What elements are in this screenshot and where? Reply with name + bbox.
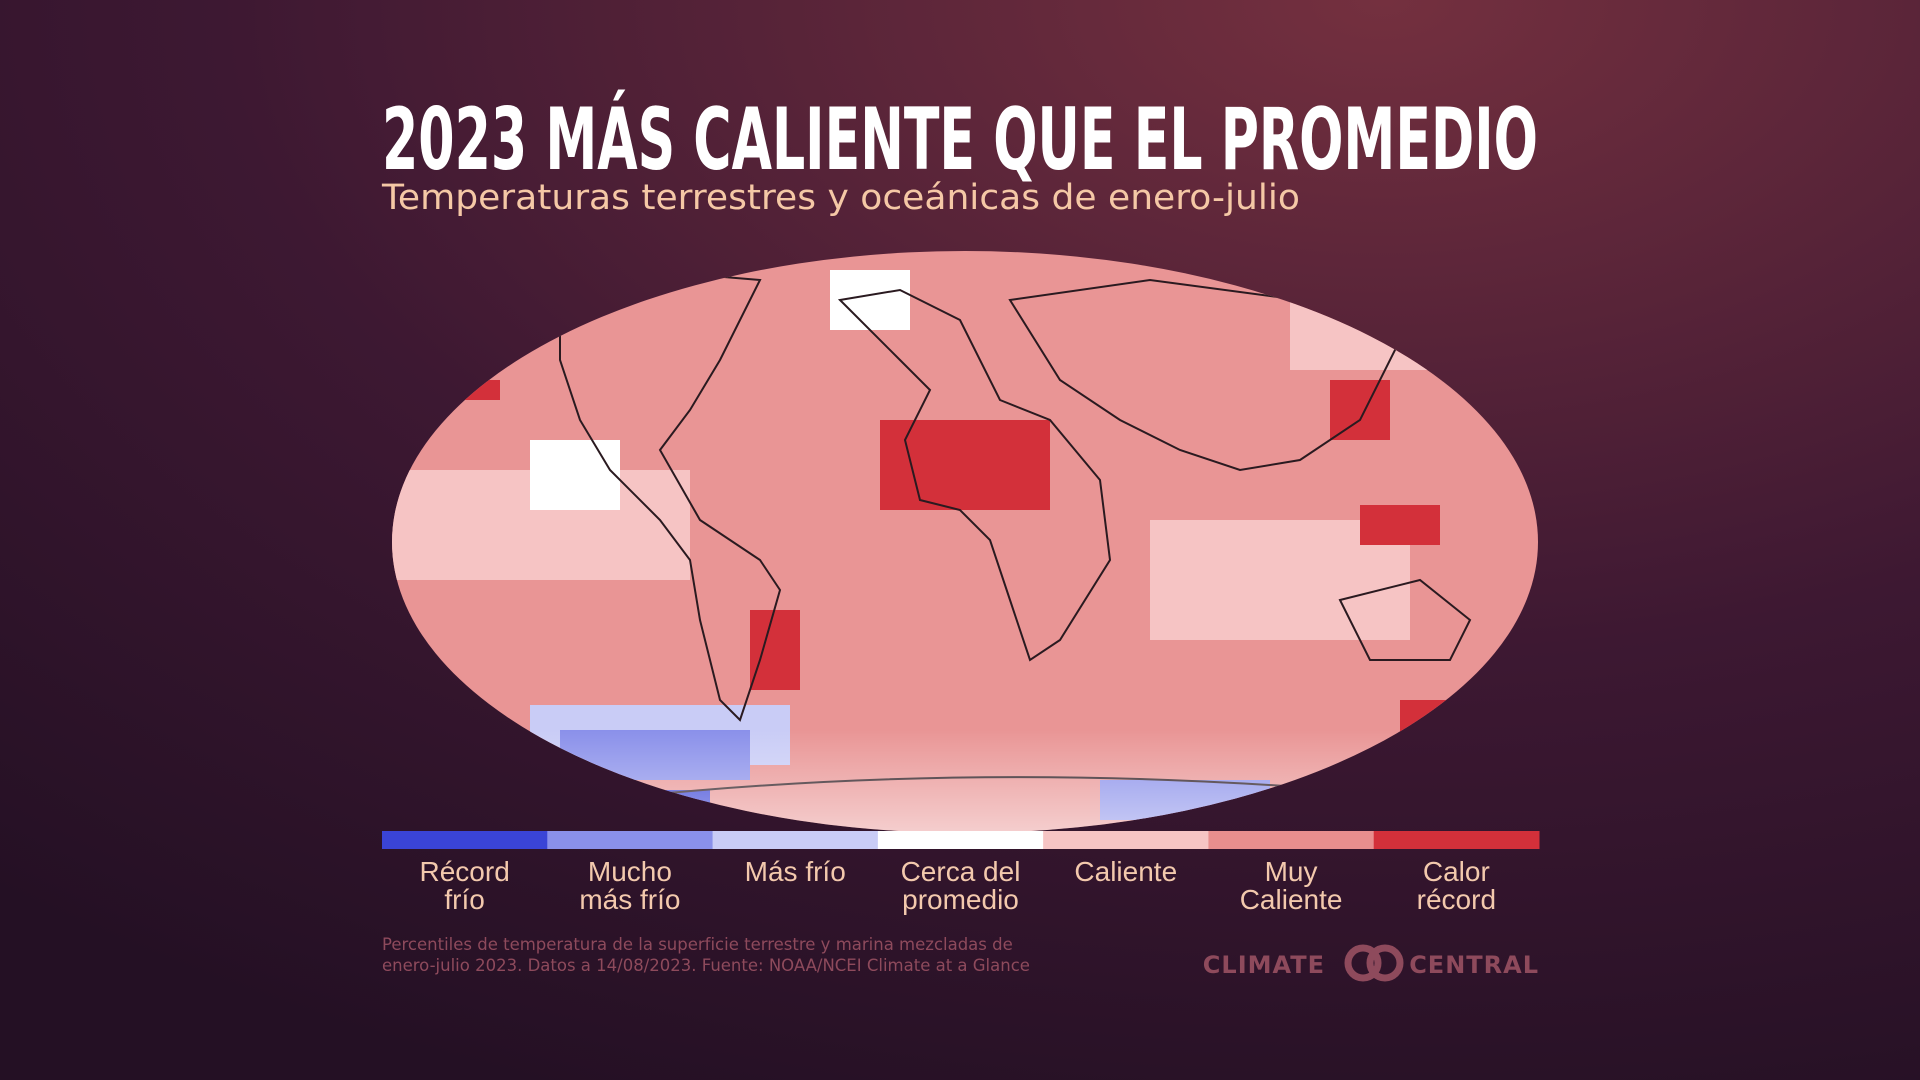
legend-label: frío xyxy=(444,884,484,915)
map xyxy=(392,251,1538,833)
title: 2023 MÁS CALIENTE QUE EL PROMEDIO xyxy=(382,90,1538,190)
legend-label: promedio xyxy=(902,884,1019,915)
legend-swatch xyxy=(712,831,879,849)
legend-swatch xyxy=(382,831,548,849)
legend-swatch xyxy=(1208,831,1375,849)
footnote: Percentiles de temperatura de la superfi… xyxy=(382,935,1013,954)
logo-mark xyxy=(1344,944,1382,982)
legend-label: Muy xyxy=(1265,856,1318,887)
legend-swatch xyxy=(547,831,714,849)
legend-label: récord xyxy=(1417,884,1496,915)
legend-label: Récord xyxy=(420,856,510,887)
legend-label: Calor xyxy=(1423,856,1490,887)
legend-label: Caliente xyxy=(1240,884,1343,915)
logo: CLIMATE CENTRAL xyxy=(1203,944,1539,982)
legend-label: Más frío xyxy=(745,856,846,887)
legend-label: Mucho xyxy=(588,856,672,887)
subtitle: Temperaturas terrestres y oceánicas de e… xyxy=(381,178,1300,218)
legend-label: Caliente xyxy=(1074,856,1177,887)
legend-label: Cerca del xyxy=(901,856,1021,887)
logo-mark xyxy=(1366,944,1404,982)
legend-label: más frío xyxy=(579,884,680,915)
legend-swatch xyxy=(877,831,1044,849)
legend-swatch xyxy=(1043,831,1209,849)
logo-text: CENTRAL xyxy=(1409,951,1539,979)
legend-swatch xyxy=(1373,831,1540,849)
logo-text: CLIMATE xyxy=(1203,951,1325,979)
footnote: enero-julio 2023. Datos a 14/08/2023. Fu… xyxy=(382,956,1030,975)
